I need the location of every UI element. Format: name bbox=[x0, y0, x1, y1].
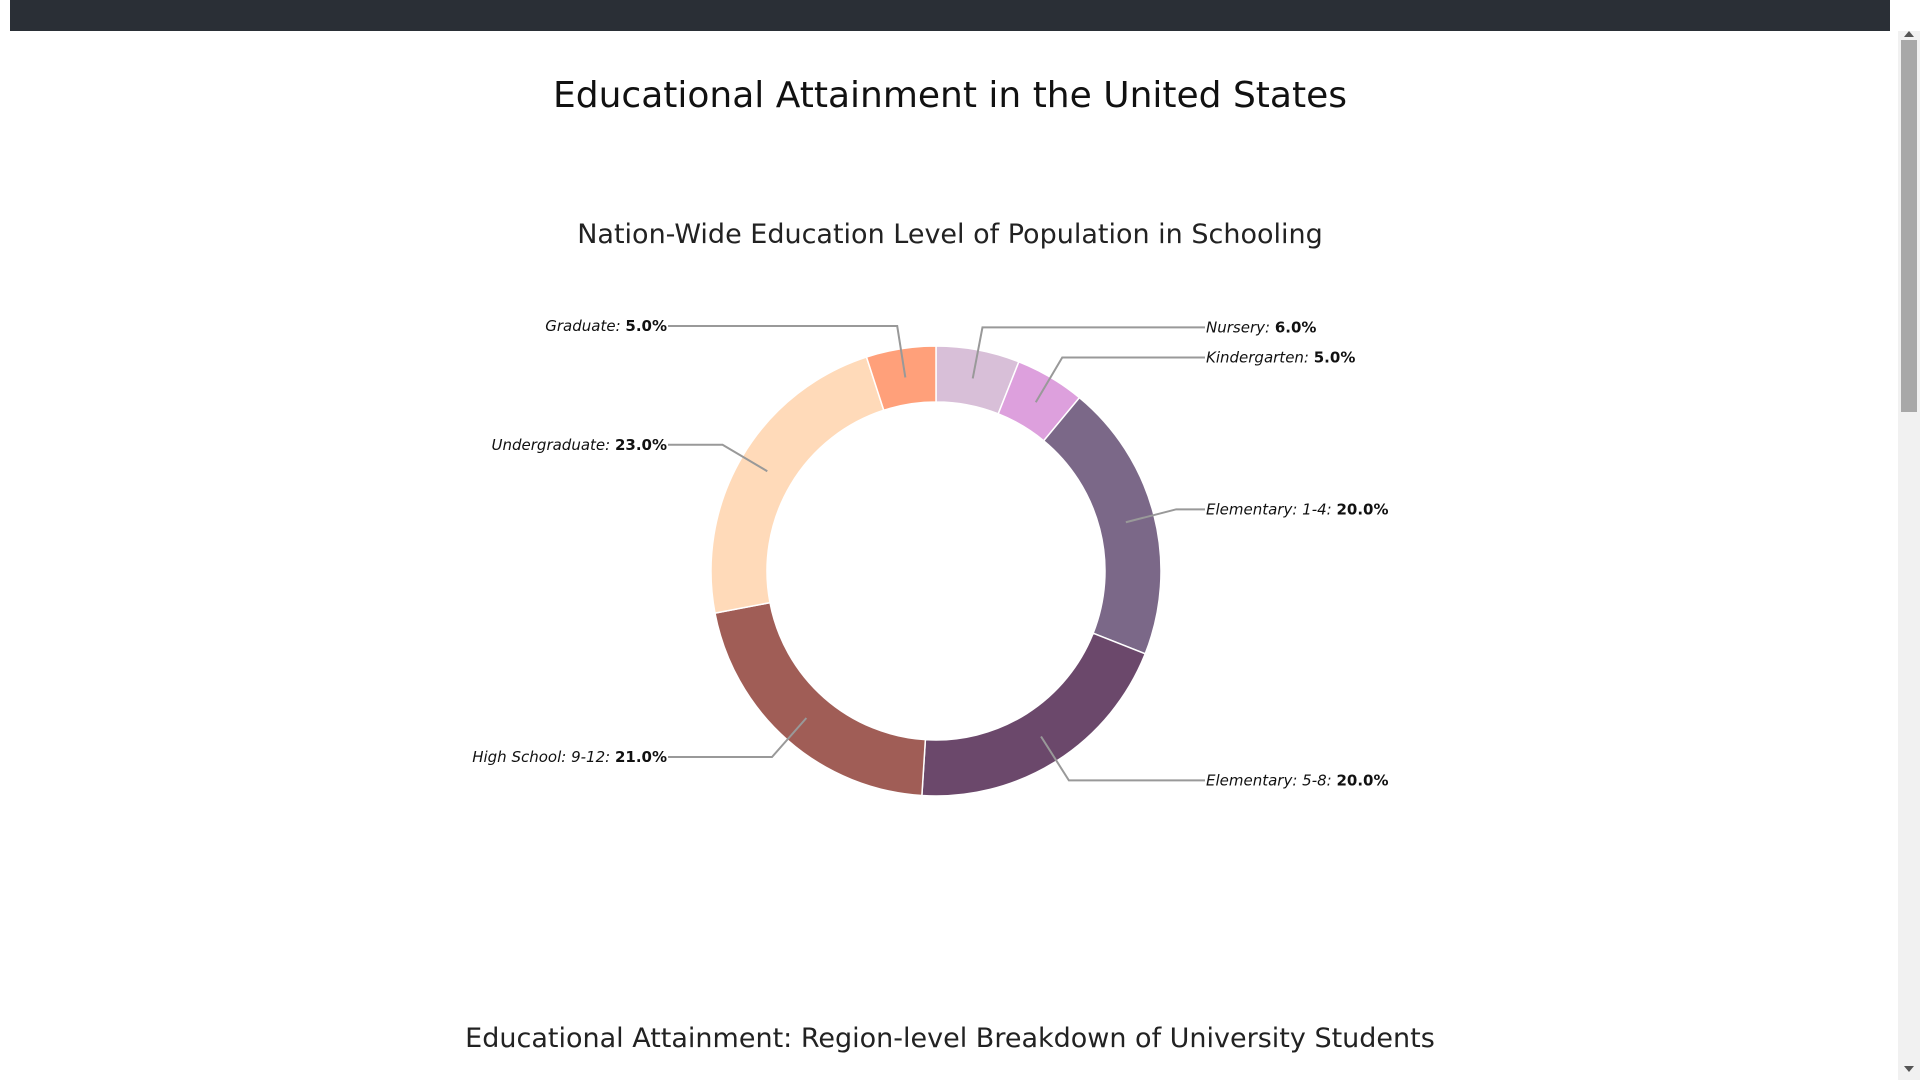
scroll-down-arrow-icon[interactable] bbox=[1904, 1066, 1914, 1072]
donut-slice-high-school-9-12[interactable] bbox=[714, 601, 927, 797]
slice-label-value: 20.0% bbox=[1336, 500, 1388, 518]
chart-title: Nation-Wide Education Level of Populatio… bbox=[577, 219, 1323, 250]
donut-slice-undergraduate[interactable] bbox=[710, 356, 885, 615]
scroll-up-arrow-icon[interactable] bbox=[1904, 31, 1914, 37]
slice-label-nursery: Nursery: 6.0% bbox=[1206, 318, 1316, 336]
slice-label-elementary-1-4: Elementary: 1-4: 20.0% bbox=[1206, 500, 1389, 518]
label-line-kindergarten bbox=[1034, 356, 1205, 403]
label-line-elementary-5-8 bbox=[1040, 735, 1205, 782]
donut-slice-elementary-5-8[interactable] bbox=[921, 632, 1147, 797]
slice-label-name: Nursery: bbox=[1206, 318, 1275, 336]
slice-label-name: High School: 9-12: bbox=[472, 748, 615, 766]
page-title: Educational Attainment in the United Sta… bbox=[553, 75, 1347, 116]
slice-label-kindergarten: Kindergarten: 5.0% bbox=[1206, 349, 1355, 367]
scrollbar-thumb[interactable] bbox=[1901, 40, 1917, 412]
slice-label-undergraduate: Undergraduate: 23.0% bbox=[492, 436, 667, 454]
section-title-region-breakdown: Educational Attainment: Region-level Bre… bbox=[465, 1023, 1435, 1054]
slice-label-name: Graduate: bbox=[545, 317, 625, 335]
slice-label-value: 6.0% bbox=[1275, 318, 1317, 336]
slice-label-graduate: Graduate: 5.0% bbox=[545, 317, 667, 335]
slice-label-value: 5.0% bbox=[1314, 349, 1356, 367]
slice-label-name: Elementary: 5-8: bbox=[1206, 771, 1336, 789]
slice-label-name: Undergraduate: bbox=[492, 436, 615, 454]
top-navbar bbox=[10, 0, 1890, 31]
slice-label-value: 20.0% bbox=[1336, 771, 1388, 789]
donut-slice-graduate[interactable] bbox=[865, 345, 937, 412]
donut-slice-elementary-1-4[interactable] bbox=[1042, 396, 1162, 655]
label-line-undergraduate bbox=[668, 443, 768, 473]
content-area: Educational Attainment in the United Sta… bbox=[10, 31, 1890, 1080]
slice-label-high-school-9-12: High School: 9-12: 21.0% bbox=[472, 748, 667, 766]
slice-label-name: Kindergarten: bbox=[1206, 349, 1314, 367]
slice-label-value: 5.0% bbox=[625, 317, 667, 335]
label-line-nursery bbox=[971, 326, 1205, 379]
label-line-elementary-1-4 bbox=[1125, 508, 1205, 524]
slice-label-value: 21.0% bbox=[615, 748, 667, 766]
slice-label-value: 23.0% bbox=[615, 436, 667, 454]
slice-label-elementary-5-8: Elementary: 5-8: 20.0% bbox=[1206, 771, 1389, 789]
label-line-high-school-9-12 bbox=[668, 717, 808, 759]
label-line-graduate bbox=[668, 325, 907, 378]
slice-label-name: Elementary: 1-4: bbox=[1206, 500, 1336, 518]
